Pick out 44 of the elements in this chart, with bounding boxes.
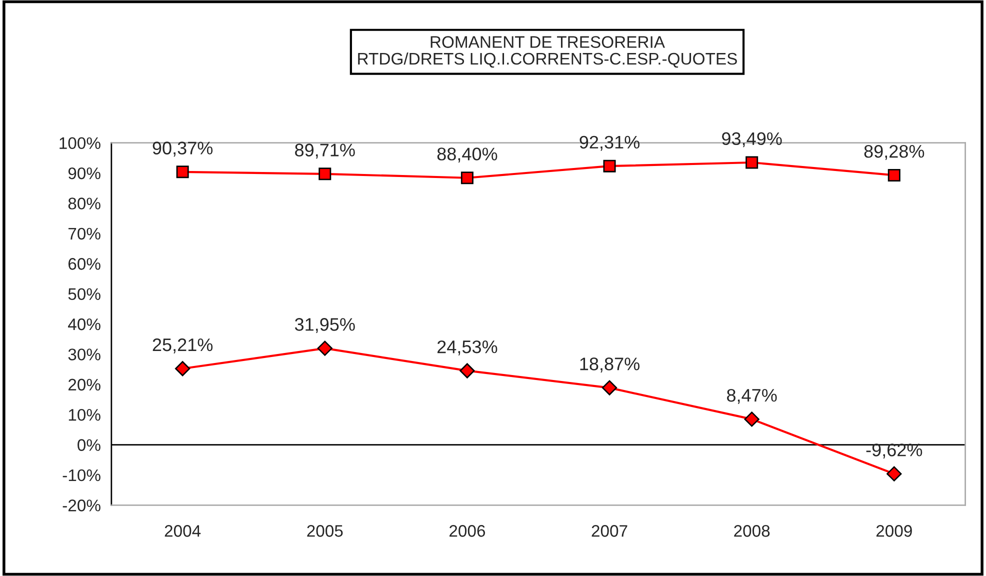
data-label: 88,40%	[437, 148, 498, 163]
y-tick-label: 60%	[68, 258, 100, 270]
point	[318, 168, 332, 180]
y-tick-label: 0%	[78, 439, 100, 451]
chart-title: ROMANENT DE TRESORERIA RTDG/DRETS LIQ.I.CORRENTS-C.ESP.-QUOTES	[358, 36, 737, 68]
y-tick-label: 80%	[68, 198, 100, 210]
point	[888, 168, 900, 182]
data-label: 92,31%	[580, 136, 640, 151]
point	[317, 340, 332, 356]
data-label: 31,95%	[294, 318, 355, 333]
data-label: 24,53%	[437, 340, 498, 356]
data-label: 89,71%	[295, 144, 355, 159]
y-tick-label: -10%	[62, 469, 100, 482]
data-label: -9,62%	[866, 444, 922, 458]
point	[744, 412, 760, 427]
data-label: 8,47%	[727, 388, 777, 404]
y-tick-label: 50%	[68, 288, 100, 300]
data-label: 89,28%	[864, 144, 924, 160]
point	[886, 466, 902, 482]
data-label: 90,37%	[152, 142, 213, 157]
point	[175, 361, 190, 376]
data-label: 25,21%	[152, 338, 213, 354]
data-label: 18,87%	[580, 358, 640, 372]
y-tick-label: 10%	[68, 408, 100, 421]
y-tick-label: 100%	[60, 137, 100, 150]
y-tick-label: 20%	[68, 378, 100, 391]
x-tick-label: 2007	[592, 525, 628, 537]
point	[460, 363, 475, 378]
y-tick-label: 40%	[68, 318, 100, 330]
x-tick-label: 2008	[734, 525, 770, 537]
point	[746, 156, 758, 169]
x-tick-label: 2006	[450, 525, 486, 537]
y-tick-label: 90%	[68, 167, 100, 180]
y-tick-label: 30%	[68, 348, 100, 360]
point	[603, 160, 616, 172]
point	[176, 166, 189, 178]
y-tick-label: -20%	[62, 500, 100, 512]
y-tick-label: 70%	[68, 228, 100, 240]
point	[602, 380, 618, 396]
x-tick-label: 2004	[164, 525, 201, 537]
x-tick-label: 2005	[307, 525, 343, 537]
data-label: 93,49%	[722, 132, 782, 148]
point	[460, 172, 474, 184]
x-tick-label: 2009	[876, 525, 912, 537]
